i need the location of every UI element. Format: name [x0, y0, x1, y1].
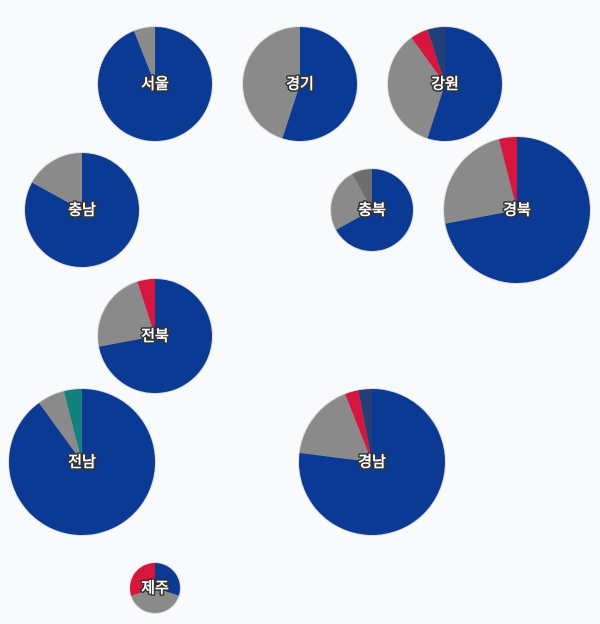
pie-slice	[131, 588, 179, 613]
region-label: 서울	[141, 75, 169, 93]
pie-slice	[358, 389, 372, 462]
region-label: 경기	[286, 75, 314, 93]
region-pie: 전남	[8, 388, 156, 536]
pie-slice	[345, 390, 372, 462]
region-pie: 서울	[97, 26, 213, 142]
pie-slice	[352, 169, 372, 210]
pie-slice	[411, 29, 445, 84]
region-pie: 제주	[129, 562, 181, 614]
region-pie: 충북	[330, 168, 414, 252]
pie-slice	[498, 137, 517, 210]
pie-slice	[137, 279, 155, 336]
region-label: 경북	[503, 201, 531, 219]
pie-slice	[8, 389, 156, 535]
region-pie: 전북	[97, 278, 213, 394]
region-label: 전북	[141, 327, 169, 345]
pie-slice	[427, 27, 445, 84]
pie-slice	[242, 27, 300, 139]
pie-slice	[39, 391, 82, 462]
pie-slice	[134, 27, 155, 84]
region-pie: 충남	[24, 152, 140, 268]
region-pie: 경북	[443, 136, 591, 284]
region-pie: 경기	[242, 26, 358, 142]
pie-slice	[98, 281, 155, 347]
pie-slice	[299, 394, 372, 462]
region-label: 전남	[68, 453, 96, 471]
pie-slice	[427, 27, 502, 141]
region-pie: 경남	[298, 388, 446, 536]
pie-slice	[336, 169, 413, 252]
region-label: 경남	[358, 453, 386, 471]
pie-slice	[299, 389, 445, 536]
pie-slice	[63, 389, 82, 462]
pie-slice	[99, 279, 213, 393]
pie-slice	[282, 27, 357, 141]
region-label: 강원	[431, 75, 459, 93]
pie-slice	[330, 174, 372, 230]
pie-slice	[130, 563, 155, 596]
region-pie: 강원	[387, 26, 503, 142]
pie-slice	[444, 139, 517, 224]
region-label: 충남	[68, 201, 96, 219]
region-label: 충북	[358, 201, 386, 219]
region-label: 제주	[141, 579, 169, 597]
pie-slice	[32, 152, 82, 210]
pie-slice	[445, 137, 590, 283]
pie-slice	[98, 27, 213, 141]
pie-slice	[387, 37, 445, 139]
pie-slice	[155, 563, 180, 596]
